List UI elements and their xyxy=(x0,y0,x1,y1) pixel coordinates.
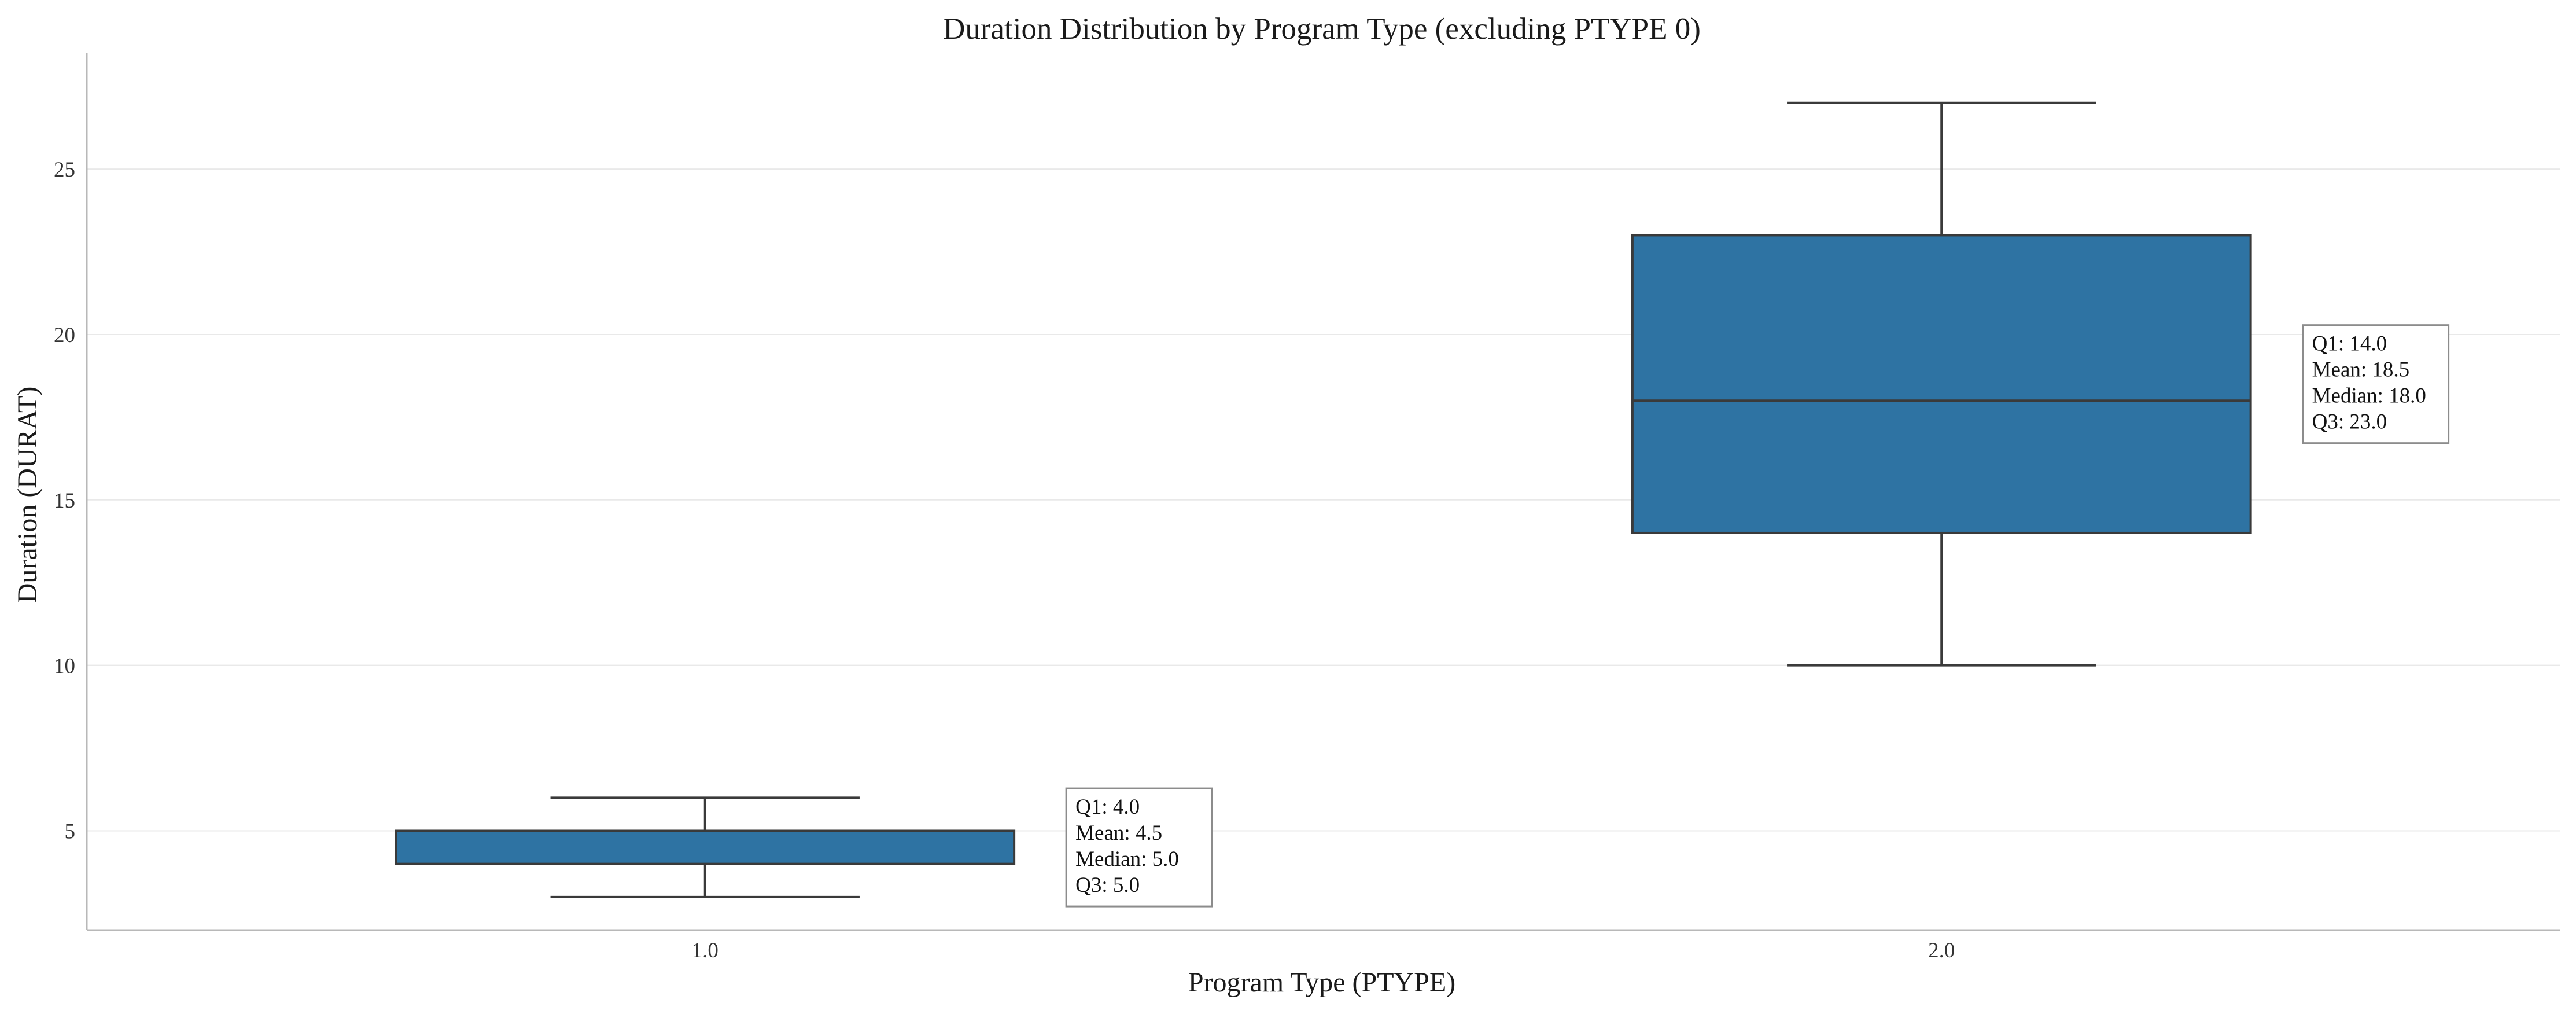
x-axis-label: Program Type (PTYPE) xyxy=(1188,967,1455,998)
annotation-line: Q1: 14.0 xyxy=(2312,332,2387,356)
annotation-box xyxy=(1065,787,1213,908)
y-tick-label: 5 xyxy=(65,820,76,843)
x-tick-label: 2.0 xyxy=(1928,939,1955,962)
box-iqr xyxy=(1631,234,2252,534)
box-1.0 xyxy=(395,796,1016,898)
annotation-line: Mean: 18.5 xyxy=(2312,358,2410,382)
chart-title: Duration Distribution by Program Type (e… xyxy=(943,12,1701,46)
annotation-line: Q3: 23.0 xyxy=(2312,410,2387,434)
axes xyxy=(86,53,2560,931)
box-2.0 xyxy=(1631,101,2252,667)
box-group xyxy=(395,101,2252,898)
annotation-box xyxy=(2302,324,2450,444)
y-tick-label: 15 xyxy=(54,489,75,513)
y-tick-label: 20 xyxy=(54,324,75,347)
box-iqr xyxy=(395,829,1016,865)
y-tick-label: 25 xyxy=(54,158,75,182)
x-tick-label: 1.0 xyxy=(692,939,718,962)
annotation-line: Median: 18.0 xyxy=(2312,384,2426,408)
annotation-line: Q1: 4.0 xyxy=(1075,795,1140,819)
annotation-line: Median: 5.0 xyxy=(1075,847,1179,871)
y-axis-label: Duration (DURAT) xyxy=(12,387,43,604)
tick-labels: 5 10 15 20 25 1.0 2.0 xyxy=(54,158,1955,962)
y-tick-label: 10 xyxy=(54,655,75,678)
annotation-line: Mean: 4.5 xyxy=(1075,821,1162,845)
annotation-line: Q3: 5.0 xyxy=(1075,873,1140,897)
